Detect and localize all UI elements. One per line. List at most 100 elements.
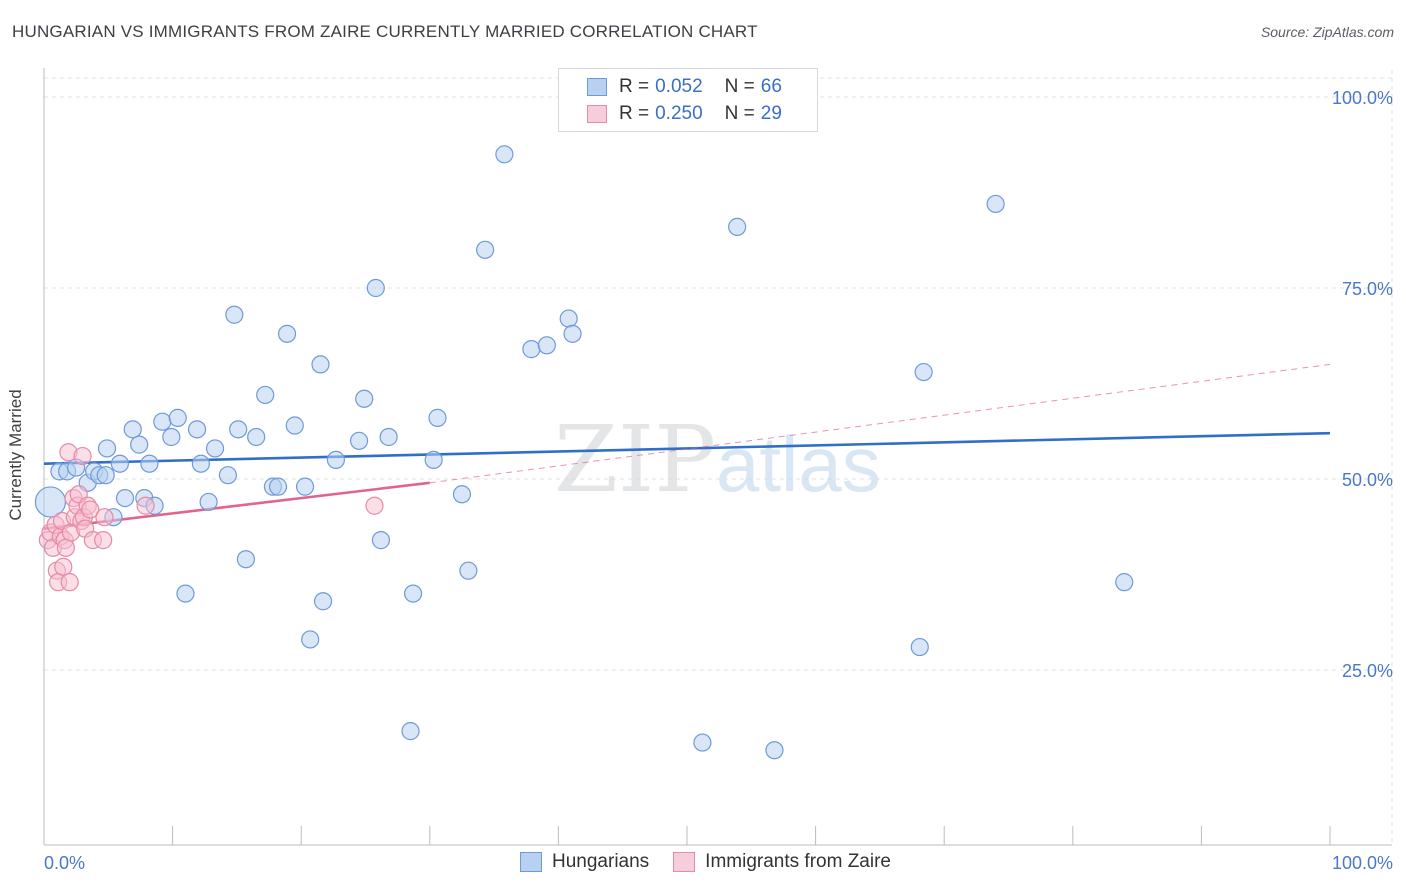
point-hungarians bbox=[110, 454, 129, 473]
point-hungarians bbox=[218, 466, 237, 485]
point-hungarians bbox=[403, 584, 423, 603]
point-hungarians bbox=[115, 489, 135, 508]
point-hungarians bbox=[379, 427, 398, 447]
legend-swatch-pink bbox=[673, 852, 696, 872]
point-zaire bbox=[54, 557, 73, 576]
point-hungarians bbox=[236, 550, 256, 569]
series-legend: Hungarians Immigrants from Zaire bbox=[520, 851, 915, 873]
legend-r-label: R = bbox=[619, 76, 650, 97]
point-hungarians bbox=[563, 324, 582, 343]
point-hungarians bbox=[162, 427, 181, 447]
point-hungarians bbox=[176, 584, 195, 603]
point-zaire bbox=[95, 508, 114, 527]
point-zaire bbox=[56, 538, 75, 557]
point-hungarians bbox=[311, 355, 330, 374]
point-hungarians bbox=[96, 466, 115, 485]
point-hungarians bbox=[522, 340, 541, 359]
point-hungarians bbox=[914, 362, 933, 382]
point-hungarians bbox=[277, 324, 297, 343]
point-hungarians bbox=[301, 630, 320, 649]
trendline-zaire-extension bbox=[429, 363, 1331, 484]
y-tick-label: 50.0% bbox=[1342, 470, 1393, 490]
legend-item-hungarians[interactable]: Hungarians bbox=[520, 851, 649, 873]
legend-r-value: 0.250 bbox=[655, 103, 703, 124]
y-axis-label: Currently Married bbox=[6, 389, 25, 521]
legend-r-label: R = bbox=[619, 103, 650, 124]
stats-legend: R = 0.052 N = 66 R = 0.250 N = 29 bbox=[558, 68, 818, 132]
point-hungarians bbox=[452, 485, 472, 504]
point-zaire bbox=[365, 496, 384, 515]
point-hungarians bbox=[256, 385, 275, 405]
point-hungarians bbox=[130, 435, 149, 454]
legend-n-value: 66 bbox=[760, 76, 782, 97]
x-tick-label-min: 0.0% bbox=[44, 853, 85, 873]
point-hungarians bbox=[371, 531, 391, 550]
point-hungarians bbox=[910, 637, 929, 657]
point-hungarians bbox=[537, 336, 556, 355]
point-hungarians bbox=[123, 420, 142, 439]
point-hungarians bbox=[191, 454, 210, 473]
point-hungarians bbox=[459, 561, 478, 580]
point-hungarians bbox=[986, 194, 1005, 214]
x-tick-labels: 0.0% 100.0% bbox=[44, 853, 1393, 873]
point-zaire bbox=[73, 446, 92, 466]
legend-swatch-pink bbox=[587, 105, 607, 123]
point-hungarians bbox=[97, 439, 117, 458]
series-hungarians bbox=[34, 145, 1134, 760]
point-hungarians bbox=[140, 454, 159, 473]
legend-label-hungarians: Hungarians bbox=[552, 851, 650, 872]
point-hungarians bbox=[495, 145, 514, 164]
watermark-atlas: atlas bbox=[716, 420, 881, 508]
legend-swatch-blue bbox=[520, 852, 542, 872]
point-hungarians bbox=[168, 408, 187, 427]
y-tick-label: 100.0% bbox=[1332, 88, 1393, 108]
y-tick-label: 75.0% bbox=[1342, 279, 1393, 299]
x-tick-marks bbox=[43, 826, 1331, 845]
source-credit: Source: ZipAtlas.com bbox=[1260, 24, 1394, 40]
point-hungarians bbox=[247, 427, 266, 447]
legend-label-zaire: Immigrants from Zaire bbox=[705, 851, 891, 872]
point-hungarians bbox=[366, 278, 385, 298]
y-tick-labels: 25.0% 50.0% 75.0% 100.0% bbox=[1332, 88, 1393, 681]
point-hungarians bbox=[355, 389, 374, 408]
point-hungarians bbox=[199, 492, 218, 512]
point-hungarians bbox=[475, 240, 495, 259]
point-hungarians bbox=[401, 722, 420, 741]
legend-item-zaire[interactable]: Immigrants from Zaire bbox=[673, 851, 891, 873]
point-hungarians bbox=[268, 477, 288, 496]
trendline-hungarians bbox=[43, 431, 1331, 466]
point-hungarians bbox=[153, 412, 172, 431]
point-hungarians bbox=[326, 450, 346, 469]
point-hungarians bbox=[559, 309, 578, 328]
legend-n-value: 29 bbox=[760, 103, 782, 124]
point-zaire bbox=[81, 500, 100, 519]
y-tick-label: 25.0% bbox=[1342, 661, 1393, 681]
point-zaire bbox=[94, 531, 113, 550]
point-hungarians bbox=[285, 416, 304, 435]
axes bbox=[43, 68, 1392, 846]
point-hungarians bbox=[349, 431, 369, 450]
legend-r-value: 0.052 bbox=[655, 76, 703, 97]
legend-swatch-blue bbox=[587, 78, 607, 96]
point-zaire bbox=[136, 496, 155, 515]
point-hungarians bbox=[229, 420, 248, 439]
watermark-zip: ZIP bbox=[554, 406, 716, 513]
legend-n-label: N = bbox=[724, 103, 755, 124]
point-hungarians bbox=[187, 420, 207, 439]
legend-n-label: N = bbox=[724, 76, 755, 97]
legend-row-hungarians: R = 0.052 N = 66 bbox=[587, 76, 782, 98]
point-hungarians bbox=[424, 450, 443, 469]
point-hungarians bbox=[295, 477, 315, 496]
point-hungarians bbox=[728, 217, 747, 236]
y-axis-label-wrap: Currently Married bbox=[6, 389, 26, 520]
point-hungarians bbox=[765, 741, 784, 760]
series-zaire bbox=[38, 443, 384, 592]
point-hungarians bbox=[225, 305, 244, 324]
legend-row-zaire: R = 0.250 N = 29 bbox=[587, 103, 782, 125]
point-hungarians bbox=[1115, 573, 1134, 592]
point-zaire bbox=[60, 573, 79, 592]
chart-title: HUNGARIAN VS IMMIGRANTS FROM ZAIRE CURRE… bbox=[12, 22, 758, 41]
point-hungarians bbox=[313, 592, 333, 611]
point-hungarians bbox=[428, 408, 447, 427]
